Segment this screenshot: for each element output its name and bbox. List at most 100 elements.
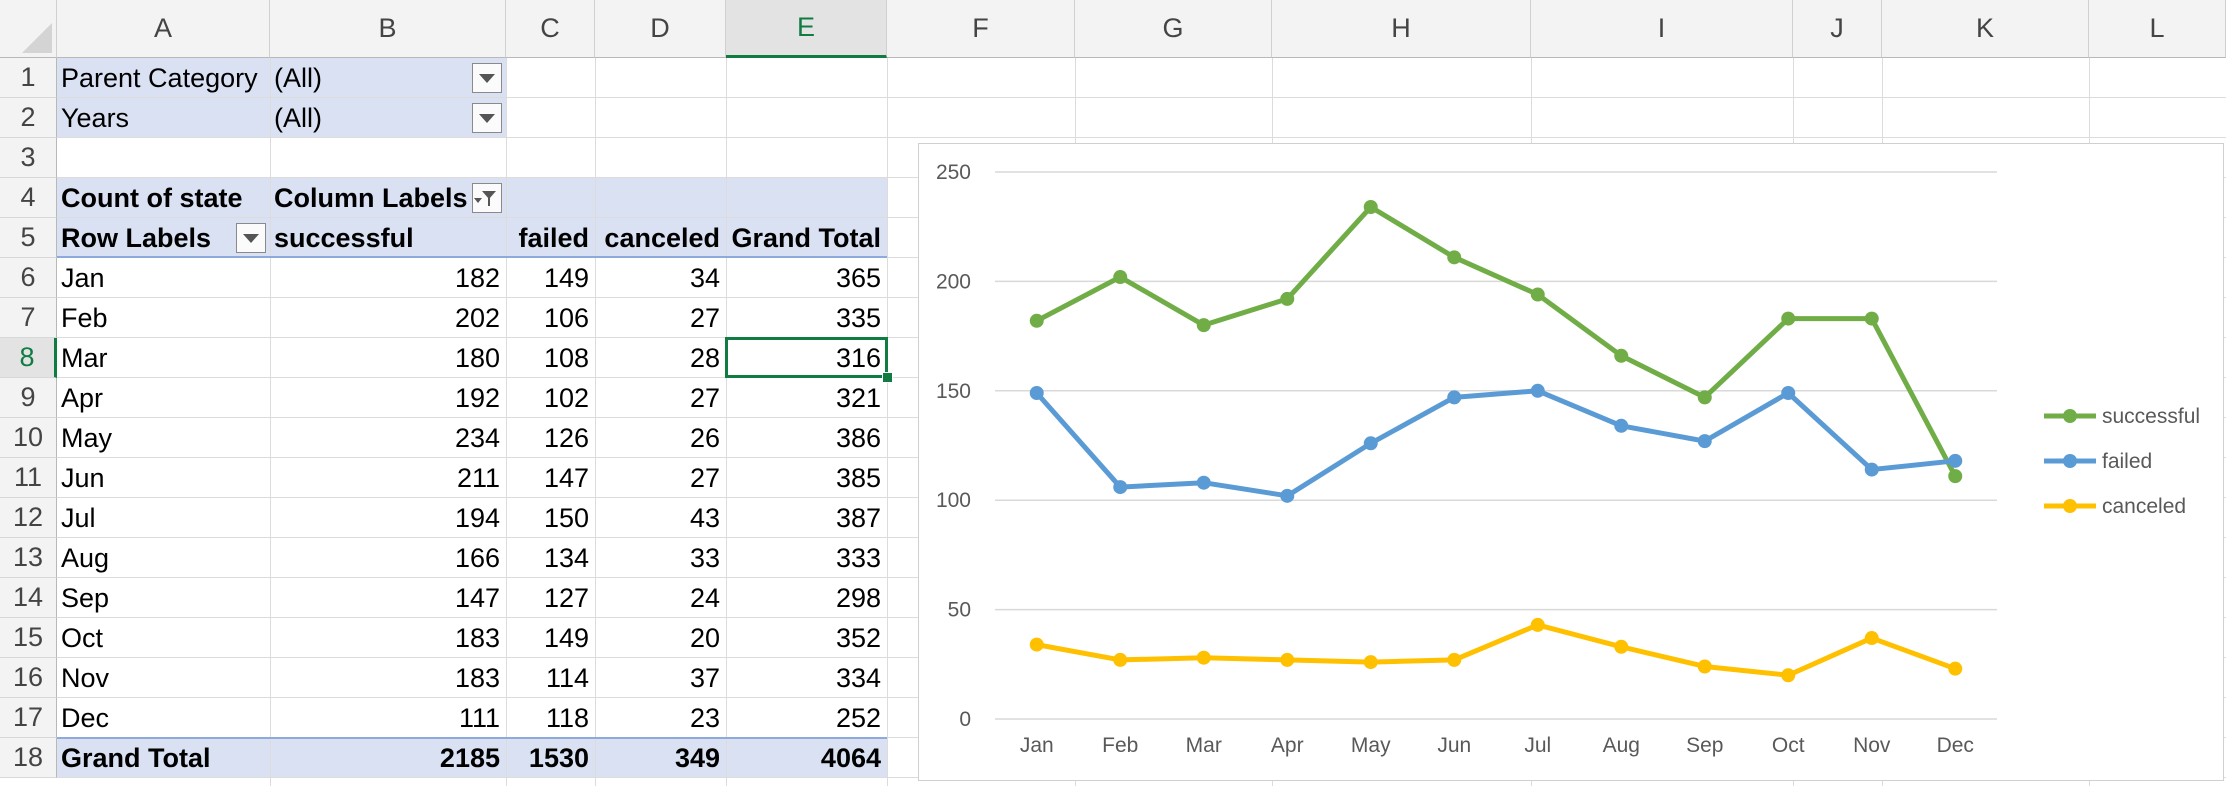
data-point-successful[interactable] [1614, 348, 1629, 363]
pivot-value-cell[interactable]: 183 [454, 622, 500, 653]
pivot-value-cell[interactable]: 20 [689, 622, 720, 653]
pivot-row-label[interactable]: Jan [61, 262, 105, 293]
pivot-value-cell[interactable]: 194 [454, 502, 500, 533]
grand-total-label[interactable]: Grand Total [61, 742, 211, 773]
pivot-value-cell[interactable]: 111 [458, 702, 500, 733]
pivot-value-cell[interactable]: 298 [835, 582, 881, 613]
data-point-failed[interactable] [1948, 453, 1963, 468]
line-chart[interactable]: 0 50 100 150 200 250 Jan Feb Mar Apr May Jun Jul Aug S… [918, 143, 2224, 781]
pivot-value-cell[interactable]: 147 [543, 462, 589, 493]
row-header-13[interactable]: 13 [0, 538, 57, 578]
pivot-value-cell[interactable]: 114 [545, 662, 589, 693]
data-point-successful[interactable] [1113, 270, 1128, 285]
row-header-10[interactable]: 10 [0, 418, 57, 458]
data-point-canceled[interactable] [1948, 661, 1963, 676]
column-header-l[interactable]: L [2089, 0, 2226, 58]
row-labels-filter-button[interactable] [236, 223, 266, 253]
data-point-canceled[interactable] [1113, 652, 1128, 667]
row-header-3[interactable]: 3 [0, 138, 57, 178]
data-point-failed[interactable] [1530, 383, 1545, 398]
pivot-row-label[interactable]: Jul [61, 502, 96, 533]
row-header-11[interactable]: 11 [0, 458, 57, 498]
pivot-value-cell[interactable]: 24 [689, 582, 720, 613]
pivot-value-cell[interactable]: 37 [689, 662, 720, 693]
row-header-4[interactable]: 4 [0, 178, 57, 218]
row-header-14[interactable]: 14 [0, 578, 57, 618]
pivot-value-cell[interactable]: 192 [454, 382, 500, 413]
pivot-value-cell[interactable]: 166 [454, 542, 500, 573]
pivot-value-cell[interactable]: 27 [689, 382, 720, 413]
column-header-f[interactable]: F [887, 0, 1075, 58]
pivot-row-label[interactable]: Feb [61, 302, 108, 333]
row-header-9[interactable]: 9 [0, 378, 57, 418]
data-point-failed[interactable] [1614, 418, 1629, 433]
pivot-value-cell[interactable]: 352 [835, 622, 881, 653]
data-point-successful[interactable] [1530, 287, 1545, 302]
pivot-value-cell[interactable]: 385 [835, 462, 881, 493]
pivot-value-cell[interactable]: 108 [543, 342, 589, 373]
column-labels-filter-button[interactable] [472, 183, 502, 213]
pivot-value-cell[interactable]: 34 [689, 262, 720, 293]
pivot-value-cell[interactable]: 316 [835, 342, 881, 373]
pivot-value-cell[interactable]: 150 [543, 502, 589, 533]
pivot-value-cell[interactable]: 33 [689, 542, 720, 573]
pivot-value-cell[interactable]: 27 [689, 302, 720, 333]
pivot-value-cell[interactable]: 134 [543, 542, 589, 573]
data-point-canceled[interactable] [1196, 650, 1211, 665]
data-point-successful[interactable] [1447, 250, 1462, 265]
pivot-value-cell[interactable]: 333 [835, 542, 881, 573]
series-line-failed[interactable] [1034, 388, 1956, 499]
data-point-canceled[interactable] [1864, 631, 1879, 646]
data-point-canceled[interactable] [1530, 617, 1545, 632]
pivot-value-cell[interactable]: 335 [835, 302, 881, 333]
legend-label-successful[interactable]: successful [2102, 405, 2200, 428]
row-header-16[interactable]: 16 [0, 658, 57, 698]
filter-dropdown-button[interactable] [472, 103, 502, 133]
grand-total-cell[interactable]: 4064 [820, 742, 881, 773]
row-header-17[interactable]: 17 [0, 698, 57, 738]
pivot-value-cell[interactable]: 183 [454, 662, 500, 693]
pivot-value-cell[interactable]: 126 [543, 422, 589, 453]
column-header-g[interactable]: G [1075, 0, 1272, 58]
data-point-failed[interactable] [1363, 436, 1378, 451]
pivot-value-cell[interactable]: 23 [689, 702, 720, 733]
pivot-value-cell[interactable]: 27 [689, 462, 720, 493]
legend-label-canceled[interactable]: canceled [2102, 495, 2186, 518]
pivot-row-label[interactable]: Aug [61, 542, 110, 573]
data-point-canceled[interactable] [1363, 655, 1378, 670]
column-header-b[interactable]: B [270, 0, 506, 58]
select-all-corner[interactable] [0, 0, 57, 58]
data-point-canceled[interactable] [1280, 652, 1295, 667]
data-point-successful[interactable] [1781, 311, 1796, 326]
pivot-value-cell[interactable]: 43 [689, 502, 720, 533]
pivot-value-cell[interactable]: 202 [454, 302, 500, 333]
data-point-successful[interactable] [1029, 313, 1044, 328]
pivot-value-cell[interactable]: 106 [543, 302, 589, 333]
fill-handle[interactable] [882, 372, 893, 383]
column-header-c[interactable]: C [506, 0, 595, 58]
row-header-12[interactable]: 12 [0, 498, 57, 538]
row-header-18[interactable]: 18 [0, 738, 57, 778]
legend-label-failed[interactable]: failed [2102, 450, 2152, 473]
pivot-value-cell[interactable]: 118 [545, 702, 589, 733]
row-header-7[interactable]: 7 [0, 298, 57, 338]
series-line-canceled[interactable] [1036, 622, 1957, 678]
pivot-row-label[interactable]: Oct [61, 622, 104, 653]
data-point-failed[interactable] [1697, 434, 1712, 449]
data-point-failed[interactable] [1864, 462, 1879, 477]
pivot-value-cell[interactable]: 102 [543, 382, 589, 413]
pivot-value-cell[interactable]: 180 [454, 342, 500, 373]
data-point-failed[interactable] [1196, 475, 1211, 490]
data-point-failed[interactable] [1029, 385, 1044, 400]
data-point-successful[interactable] [1864, 311, 1879, 326]
column-header-i[interactable]: I [1531, 0, 1793, 58]
column-header-d[interactable]: D [595, 0, 726, 58]
pivot-row-label[interactable]: May [61, 422, 113, 453]
data-point-canceled[interactable] [1614, 639, 1629, 654]
pivot-row-label[interactable]: Jun [61, 462, 105, 493]
filter-value[interactable]: (All) [274, 62, 322, 93]
pivot-value-cell[interactable]: 211 [456, 462, 500, 493]
pivot-value-cell[interactable]: 334 [835, 662, 881, 693]
grand-total-cell[interactable]: 349 [674, 742, 720, 773]
